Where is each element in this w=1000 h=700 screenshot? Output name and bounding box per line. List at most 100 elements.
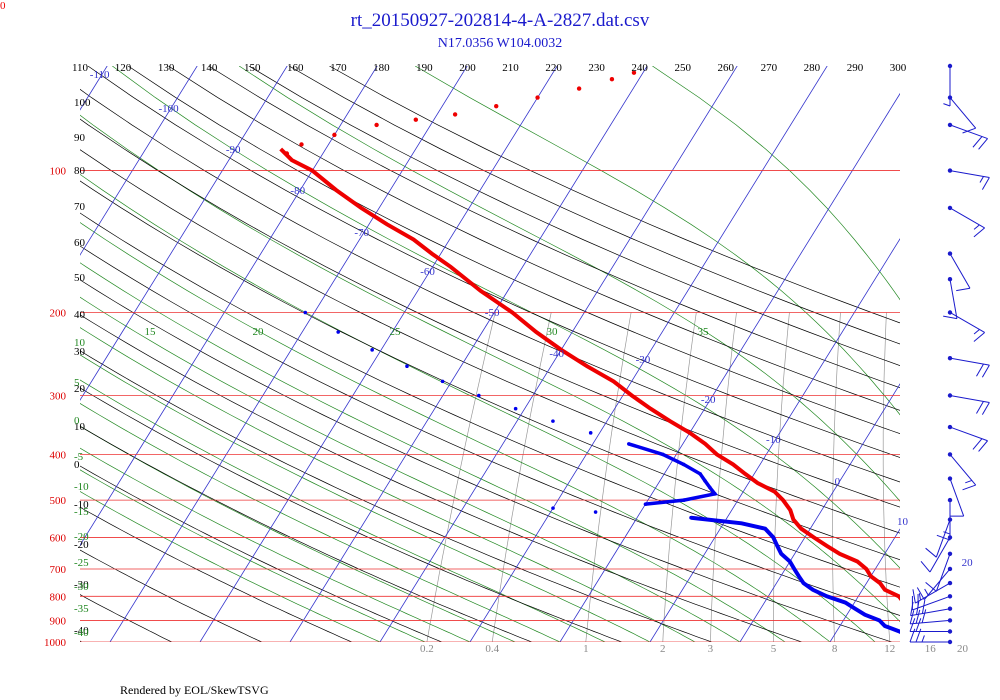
dry-adiabats (80, 66, 900, 642)
wind-barb-flag (962, 484, 976, 491)
wind-barb-staff (915, 582, 951, 604)
dry-adiabat-line (80, 594, 172, 642)
moist-adiabat-line (80, 425, 516, 642)
dry-adiabat-line (248, 66, 900, 366)
wind-barb-dot (947, 310, 953, 315)
theta-label: 90 (74, 132, 86, 144)
moist-adiabat-line (112, 66, 900, 569)
theta-label: 100 (74, 97, 91, 109)
wind-barb-staff (949, 207, 985, 229)
dry-adiabat-line (80, 314, 802, 642)
theta-label: -40 (74, 625, 89, 637)
mixing-ratio-line (773, 312, 790, 642)
isotherm-line (80, 66, 378, 546)
wind-barb-staff (949, 357, 990, 366)
wind-barb-half-flag (918, 593, 922, 601)
theta-label: -10 (74, 499, 89, 511)
moist-adiabat-label: -20 (74, 531, 89, 543)
dewpoint-point (477, 393, 481, 398)
mixing-ratio-label: 12 (884, 643, 895, 655)
wind-barb-staff (949, 97, 977, 129)
isobar-label: 800 (50, 591, 67, 603)
dry-adiabat-line (329, 66, 900, 324)
dry-adiabat-label: 260 (718, 62, 735, 74)
isobar-label: 100 (50, 166, 67, 178)
dry-adiabat-line (80, 640, 82, 642)
dry-adiabat-label: 190 (416, 62, 433, 74)
wind-barb-staff (935, 519, 951, 558)
mixing-ratio-label: 5 (771, 643, 777, 655)
dry-adiabat-label: 300 (890, 62, 907, 74)
wind-barb (911, 593, 953, 611)
chart-grid (0, 48, 900, 642)
wind-barb (925, 517, 953, 558)
moist-adiabat-line (80, 173, 876, 642)
dry-adiabat-line (80, 506, 352, 642)
dry-adiabat-line (87, 66, 900, 458)
dry-adiabat-label: 110 (72, 62, 89, 74)
isotherm-line (109, 66, 468, 642)
dry-adiabat-line (80, 88, 900, 483)
mixing-ratio-lines (426, 312, 891, 642)
dry-adiabat-line (80, 425, 532, 642)
dry-adiabat-label: 220 (545, 62, 562, 74)
wind-barb-flag (936, 534, 951, 541)
dry-adiabat-label: 200 (459, 62, 476, 74)
moist-adiabat-line (80, 354, 651, 642)
dry-adiabat-line (80, 465, 442, 642)
isotherm-label: -60 (420, 266, 435, 278)
moist-adiabat-label: -30 (74, 581, 89, 593)
wind-barb-half-flag (921, 635, 925, 643)
moist-adiabat-label: 0 (74, 415, 80, 427)
wind-barb-flag (972, 136, 983, 148)
moist-adiabat-line (80, 296, 741, 642)
wind-barb-flag (921, 609, 927, 623)
isobar-label: 500 (50, 495, 67, 507)
moist-adiabat-top-label: 30 (547, 326, 559, 338)
moist-adiabat-label: 10 (74, 337, 86, 349)
wind-barb-flag (972, 438, 983, 450)
dry-adiabat-label: 160 (287, 62, 304, 74)
dewpoint-point (336, 330, 340, 334)
wind-barb-staff (949, 253, 971, 289)
wind-barb-flag (956, 287, 971, 292)
theta-label: 30 (74, 346, 86, 358)
wind-barb (947, 393, 990, 415)
moist-adiabat-line (238, 66, 900, 502)
wind-barb (943, 277, 958, 320)
wind-barb-flag (978, 440, 988, 452)
theta-label: 60 (74, 237, 86, 249)
dry-adiabat-label: 210 (502, 62, 519, 74)
moist-adiabats (80, 66, 900, 642)
credit-text: Rendered by EOL/SkewTSVG (120, 683, 269, 697)
theta-label: 10 (74, 421, 86, 433)
wind-barb (909, 609, 953, 625)
wind-barb (947, 476, 965, 517)
temperature-point (494, 103, 499, 109)
wind-barb-half-flag (979, 176, 984, 183)
wind-barb-half-flag (973, 329, 980, 335)
wind-barb-staff (949, 279, 958, 319)
dewpoint-point (689, 515, 693, 520)
dry-adiabat-line (80, 549, 262, 642)
wind-barb-staff (949, 426, 988, 442)
moist-adiabat-label: -15 (74, 506, 89, 518)
wind-barb-staff (935, 553, 951, 592)
dry-adiabat-line (80, 149, 900, 534)
wind-barb (947, 424, 988, 452)
wind-barb-flag (912, 589, 916, 604)
mixing-ratio-line (710, 312, 737, 642)
moist-adiabat-label: -5 (74, 451, 84, 463)
wind-barb-dot (947, 393, 953, 398)
wind-barb-flag (973, 332, 985, 342)
wind-barb (947, 205, 985, 238)
wind-barb-flag (943, 315, 958, 320)
dry-adiabat-line (80, 279, 892, 642)
wind-barb-staff (949, 312, 985, 333)
dry-adiabat-line (80, 180, 900, 561)
dry-adiabat-label: 270 (761, 62, 778, 74)
theta-label: 50 (74, 272, 86, 284)
theta-label: 0 (74, 459, 80, 471)
isotherm-line (0, 48, 28, 642)
